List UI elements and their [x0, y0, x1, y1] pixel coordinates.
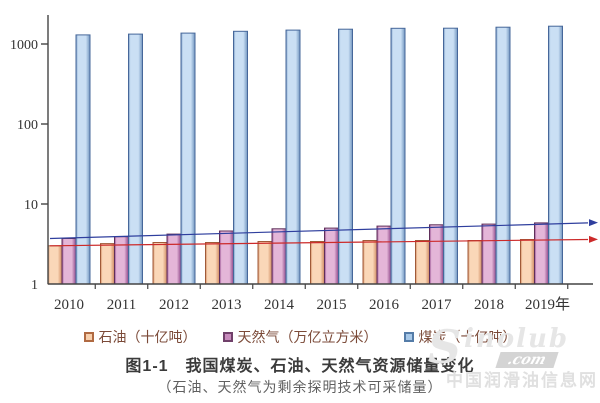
x-axis-label-2012: 2012 [159, 297, 189, 313]
bar-series1-2014 [271, 228, 287, 285]
x-axis-label-2013: 2013 [212, 297, 242, 313]
bar-series0-2015 [310, 241, 325, 285]
figure-title: 图1-1 我国煤炭、石油、天然气资源储量变化 [125, 358, 475, 375]
bar-series0-2013 [205, 242, 220, 285]
bar-series2-2019年 [548, 25, 563, 285]
bar-series2-2018 [495, 26, 511, 285]
bar-series1-2011 [114, 236, 129, 285]
legend-label: 煤炭（十亿吨） [418, 331, 517, 346]
bar-series0-2019年 [520, 239, 535, 285]
bar-series2-2017 [443, 27, 458, 285]
y-tick-label: 100 [17, 118, 38, 133]
y-tick-label: 1000 [10, 38, 38, 53]
figure-subtitle: （石油、天然气为剩余探明技术可采储量） [157, 379, 443, 395]
bar-series0-2017 [415, 240, 430, 285]
x-axis-label-2018: 2018 [474, 297, 504, 313]
trend-arrow-series1 [589, 219, 598, 227]
bar-series1-2016 [376, 225, 392, 285]
bar-series2-2014 [285, 29, 301, 285]
bar-series2-2016 [390, 27, 406, 285]
legend-item-1: 天然气（万亿立方米） [222, 327, 378, 347]
legend-label: 石油（十亿吨） [98, 331, 197, 346]
x-axis-label-2014: 2014 [264, 297, 295, 313]
x-axis-label-2017: 2017 [422, 297, 453, 313]
x-axis-label-2015: 2015 [317, 297, 347, 313]
bar-series2-2015 [338, 28, 353, 285]
trend-line-series1 [49, 222, 589, 240]
legend-item-0: 石油（十亿吨） [83, 327, 197, 347]
y-tick-label: 10 [24, 198, 38, 213]
bar-series0-2014 [257, 241, 273, 285]
legend-label: 天然气（万亿立方米） [237, 331, 378, 346]
bar-series2-2011 [128, 33, 143, 285]
y-tick-label: 1 [31, 278, 38, 293]
bar-series1-2018 [481, 223, 497, 285]
chart-legend: 石油（十亿吨） 天然气（万亿立方米） 煤炭（十亿吨） [0, 327, 600, 347]
bar-series2-2012 [180, 32, 196, 285]
x-axis-label-2019年: 2019年 [525, 296, 570, 313]
x-axis-label-2010: 2010 [54, 297, 84, 313]
legend-swatch-icon [222, 332, 233, 342]
trend-arrow-series0 [589, 235, 598, 243]
legend-item-2: 煤炭（十亿吨） [403, 327, 517, 347]
bar-series0-2018 [467, 240, 483, 285]
bar-series0-2012 [152, 242, 168, 285]
legend-swatch-icon [403, 332, 414, 342]
bar-series1-2015 [324, 227, 339, 285]
x-axis-label-2011: 2011 [107, 297, 136, 313]
bar-series1-2017 [429, 224, 444, 285]
bar-series2-2010 [75, 34, 91, 285]
bar-series1-2012 [166, 233, 182, 285]
bar-series1-2013 [219, 230, 234, 285]
x-axis-label-2016: 2016 [369, 297, 400, 313]
bar-series2-2013 [233, 30, 248, 285]
bar-series0-2016 [362, 240, 378, 285]
bar-series0-2010 [47, 245, 63, 285]
bar-chart: 1 10 100 1000 2010 2011 2012 2013 2014 2015 2016 20… [10, 15, 598, 313]
trend-line-series0 [49, 238, 589, 247]
bar-series1-2019年 [534, 222, 549, 285]
legend-swatch-icon [83, 332, 94, 342]
bar-series0-2011 [100, 243, 115, 285]
